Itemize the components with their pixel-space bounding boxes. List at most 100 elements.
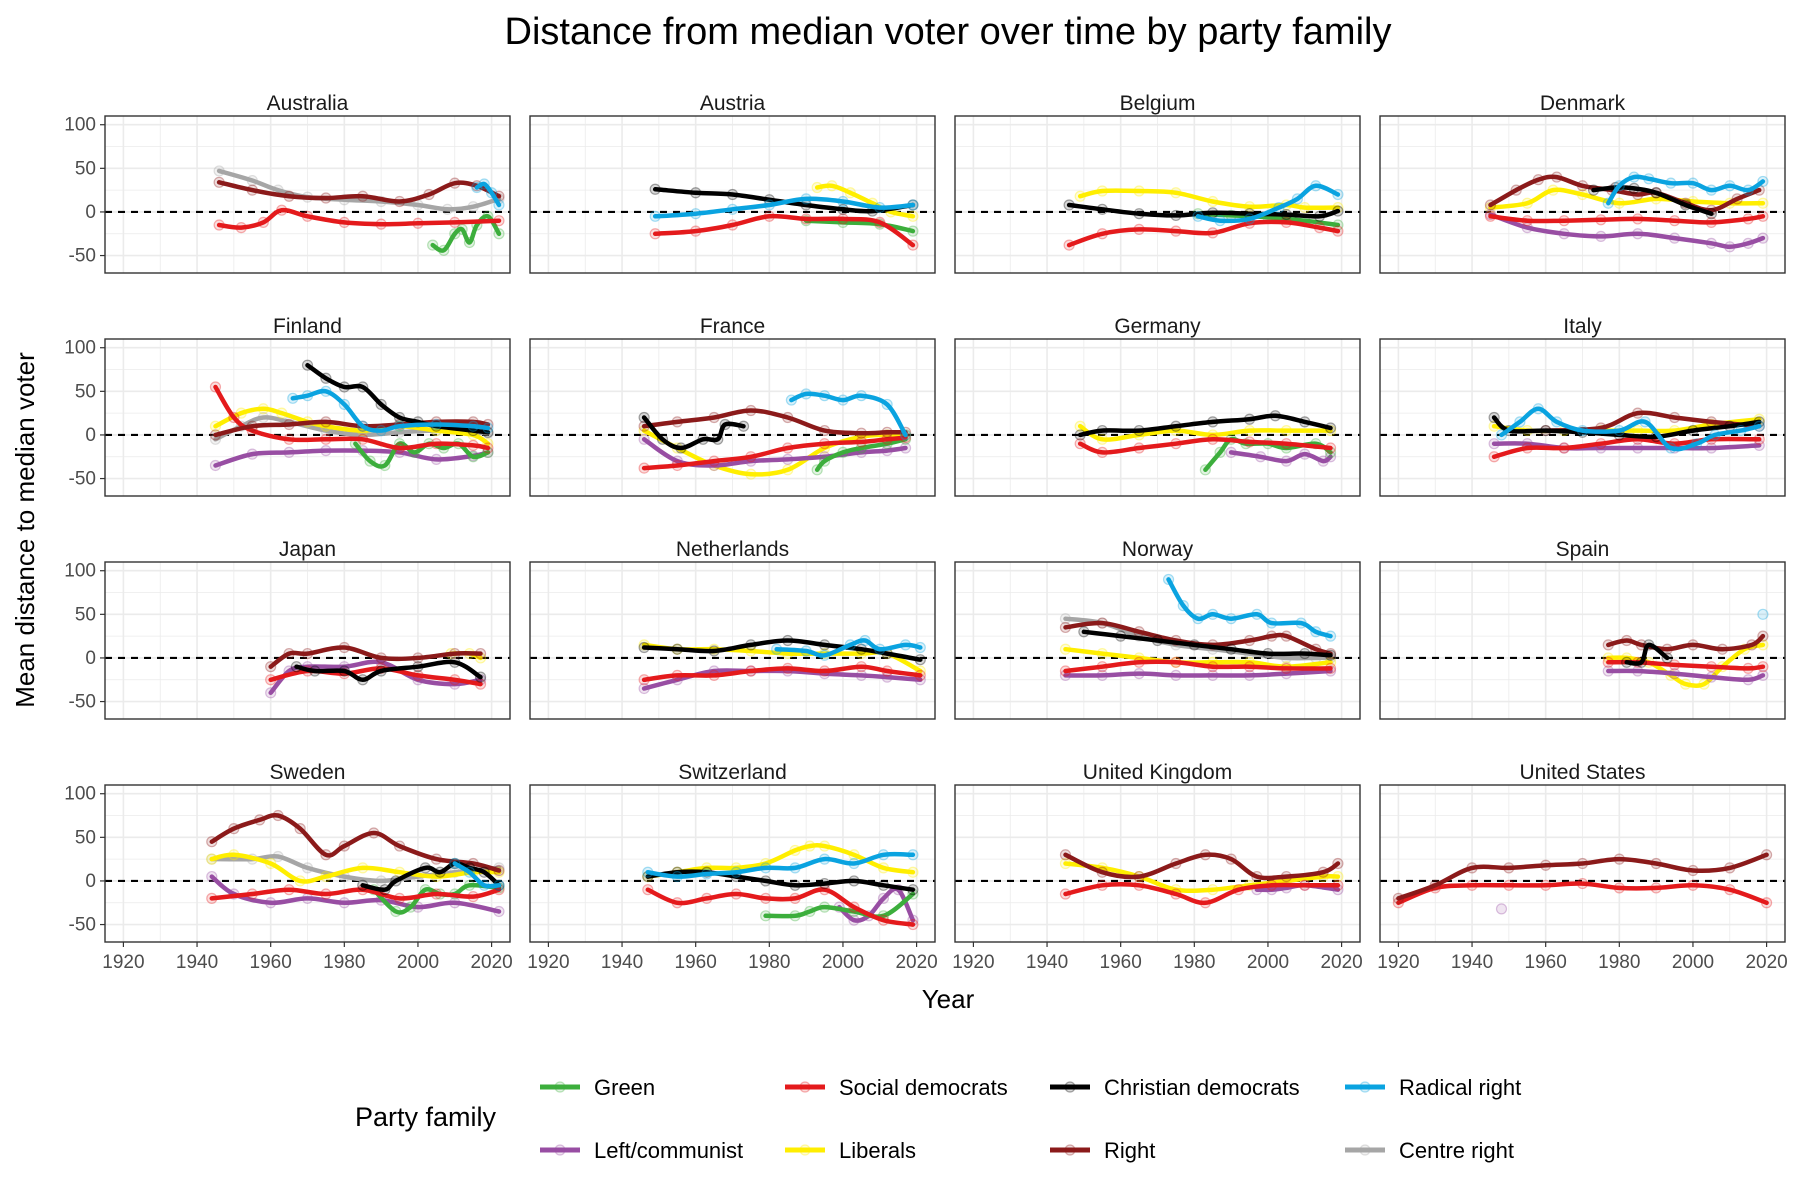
panel-series — [638, 634, 926, 695]
panel-australia: Australia -50 0 50 100 — [64, 92, 511, 274]
smooth-line — [1063, 861, 1341, 894]
smooth-line — [371, 882, 502, 915]
panel-grid-lines — [955, 339, 1360, 496]
x-tick-label: 1920 — [102, 952, 144, 973]
x-tick-label: 1920 — [527, 952, 569, 973]
smooth-line — [1499, 406, 1762, 452]
legend-item-cr: Centre right — [1345, 1138, 1514, 1163]
smooth-line — [1624, 642, 1670, 666]
panel-border — [954, 115, 1361, 274]
series-rr-finland — [287, 385, 494, 437]
smooth-line — [1063, 659, 1333, 674]
smooth-line — [1488, 214, 1766, 225]
panel-title-belgium: Belgium — [1120, 92, 1196, 115]
smooth-line — [1396, 852, 1769, 901]
smooth-line — [1077, 413, 1333, 438]
series-cd-japan — [290, 656, 487, 686]
x-tick-label: 2020 — [1320, 952, 1362, 973]
series-rr-switzerland — [642, 849, 919, 883]
panel-border — [954, 784, 1361, 943]
smooth-line — [209, 852, 502, 884]
series-left-norway — [1059, 665, 1337, 681]
y-tick-label: 0 — [85, 871, 96, 892]
smooth-line — [268, 645, 483, 669]
series-soc-france — [638, 431, 912, 474]
series-cd-belgium — [1063, 199, 1344, 222]
series-lib-switzerland — [642, 840, 919, 883]
y-tick-label: 0 — [85, 202, 96, 223]
y-tick-label: 50 — [75, 604, 96, 625]
x-tick-label: 2000 — [822, 952, 864, 973]
x-tick-label: 1920 — [952, 952, 994, 973]
panel-title-norway: Norway — [1122, 538, 1194, 561]
legend-title: Party family — [355, 1102, 497, 1132]
panel-title-finland: Finland — [273, 315, 342, 338]
smooth-line — [1063, 882, 1341, 906]
smooth-line — [1606, 174, 1766, 206]
panel-grid-lines — [955, 116, 1360, 273]
smooth-line — [814, 437, 908, 473]
smooth-line — [1591, 185, 1714, 216]
x-tick-label: 1960 — [1525, 952, 1567, 973]
panel-grid-lines — [105, 339, 510, 496]
panel-title-sweden: Sweden — [270, 761, 346, 784]
legend-label: Centre right — [1399, 1138, 1514, 1163]
panel-grid-lines — [530, 116, 935, 273]
smooth-line — [645, 869, 916, 892]
series-cd-netherlands — [638, 634, 926, 666]
panel-title-switzerland: Switzerland — [678, 761, 787, 784]
legend-item-right: Right — [1050, 1138, 1155, 1163]
smooth-line — [1063, 852, 1341, 881]
y-tick-label: 50 — [75, 381, 96, 402]
y-tick-label: 100 — [64, 784, 96, 805]
series-soc-united-kingdom — [1059, 879, 1344, 909]
panel-united-kingdom: United Kingdom 1920 1940 1960 1980 2000 2020 — [952, 761, 1362, 973]
x-tick-label: 1940 — [176, 952, 218, 973]
smooth-line — [774, 638, 923, 658]
x-tick-label: 2020 — [1745, 952, 1787, 973]
panel-series — [1602, 608, 1769, 690]
legend-label: Green — [594, 1075, 655, 1100]
series-cd-switzerland — [642, 866, 919, 896]
smooth-line — [641, 428, 908, 477]
smooth-line — [1606, 642, 1766, 689]
smooth-line — [641, 435, 908, 471]
panel-finland: Finland -50 0 50 100 — [64, 315, 511, 497]
panel-border — [104, 561, 511, 720]
x-tick-label: 1920 — [1377, 952, 1419, 973]
panel-title-united-kingdom: United Kingdom — [1083, 761, 1232, 784]
series-rr-australia — [471, 178, 505, 211]
series-rr-belgium — [1192, 180, 1344, 227]
series-cd-spain — [1621, 639, 1673, 668]
panel-japan: Japan -50 0 50 100 — [64, 538, 511, 720]
x-tick-label: 1980 — [323, 952, 365, 973]
smooth-line — [652, 196, 916, 219]
panel-sweden: Sweden -50 0 50 100 1920 1940 1960 1980 2000 2020 — [64, 761, 512, 973]
smooth-line — [452, 861, 502, 889]
smooth-line — [1488, 187, 1766, 210]
x-tick-label: 1940 — [1451, 952, 1493, 973]
series-soc-norway — [1059, 656, 1337, 677]
legend-key-point — [1064, 1144, 1076, 1156]
panel-grid-lines — [955, 785, 1360, 942]
smooth-line — [763, 891, 916, 919]
smooth-line — [803, 218, 916, 234]
series-right-united-kingdom — [1059, 849, 1344, 883]
y-tick-label: 0 — [85, 425, 96, 446]
legend-item-left: Left/communist — [540, 1138, 743, 1163]
series-cd-sweden — [357, 857, 505, 896]
panel-netherlands: Netherlands — [529, 538, 936, 720]
series-soc-switzerland — [642, 884, 919, 931]
legend-item-soc: Social democrats — [785, 1075, 1008, 1100]
smooth-line — [1063, 668, 1333, 678]
panel-title-united-states: United States — [1519, 761, 1645, 784]
smooth-line — [268, 659, 483, 696]
legend-item-lib: Liberals — [785, 1138, 916, 1163]
y-tick-label: 50 — [75, 827, 96, 848]
series-soc-austria — [649, 210, 919, 251]
panel-border — [529, 338, 936, 497]
legend-label: Social democrats — [839, 1075, 1008, 1100]
smooth-line — [1488, 174, 1762, 213]
smooth-line — [1081, 629, 1333, 658]
y-tick-label: 50 — [75, 158, 96, 179]
